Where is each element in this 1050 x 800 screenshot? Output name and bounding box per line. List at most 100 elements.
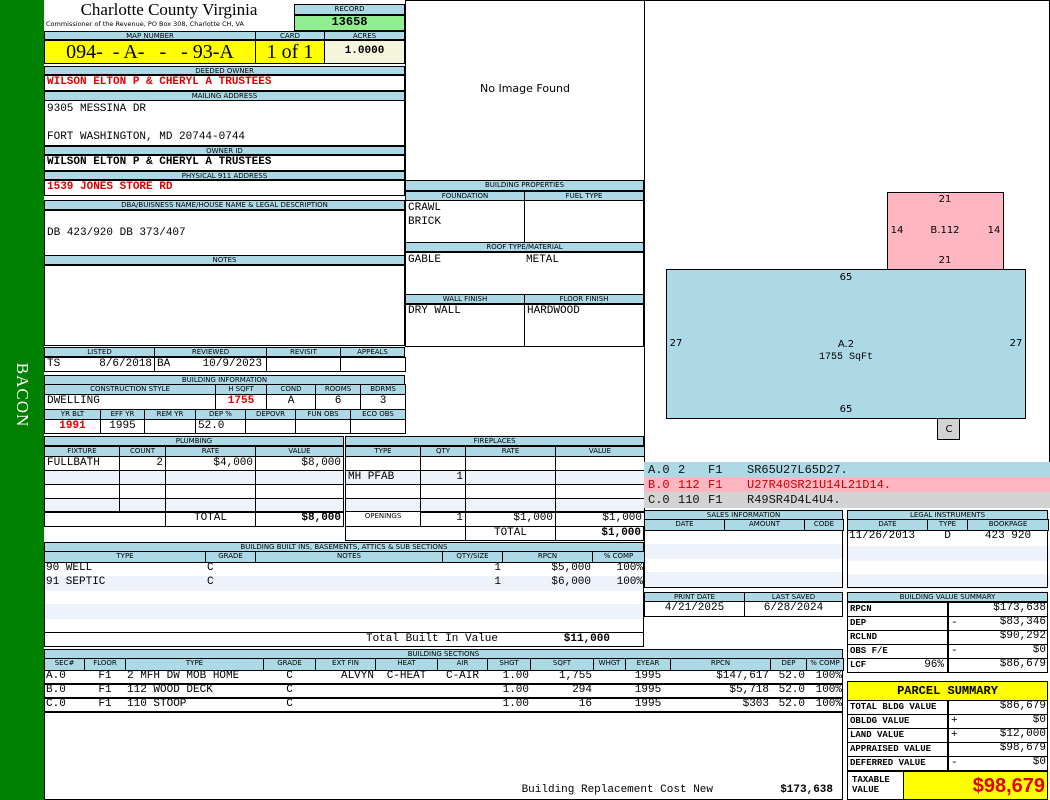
last-saved: 6/28/2024 [744, 601, 843, 617]
sales-body [644, 530, 843, 588]
foundation-2: BRICK [408, 216, 442, 228]
section-row-cell: C [286, 670, 293, 682]
section-row-cell: 1.00 [502, 684, 529, 696]
parcel-value: $12,000 [999, 728, 1046, 740]
value-summary-value: $173,638 [993, 602, 1046, 614]
sketch-line-field: 110 [678, 493, 700, 507]
section-row-line [44, 697, 843, 699]
sketch-line [644, 492, 1050, 508]
section-row-cell: F1 [98, 698, 112, 710]
legal-row-cell: 11/26/2013 [849, 530, 916, 542]
section-row-cell: C [286, 698, 293, 710]
sales-row-cell [644, 544, 725, 559]
sales-row-cell [724, 572, 805, 587]
fireplace-total-blank [345, 526, 466, 541]
b-top-dim: 21 [938, 194, 952, 205]
sketch-line [644, 477, 1050, 493]
sales-row-cell [724, 544, 805, 559]
section-row-cell: ALVYN [340, 670, 374, 682]
listed-label: LISTED [44, 347, 155, 357]
legal-row-cell [967, 546, 1049, 561]
taxable-value: $98,679 [903, 771, 1048, 800]
built-in-row-cell: 90 WELL [46, 562, 93, 574]
section-row-cell: 1995 [634, 684, 662, 696]
built-in-row-cell: C [207, 562, 214, 574]
mailing-line-2: FORT WASHINGTON, MD 20744-0744 [47, 131, 246, 143]
sketch-line-field: B.0 [648, 478, 670, 492]
plumbing-row-cell [44, 484, 120, 499]
built-in-row-cell: 1 [442, 576, 503, 591]
legal-row-cell [927, 546, 968, 561]
section-row-cell: 52.0 [778, 698, 805, 710]
plumbing-row-cell [255, 470, 344, 485]
fireplace-row-cell [420, 456, 466, 471]
fireplace-row-cell [555, 470, 645, 485]
listing-cell [340, 357, 406, 372]
built-ins-body [44, 562, 644, 633]
value-summary-value: $86,679 [999, 658, 1046, 670]
value-summary-label-cell: RPCN [847, 602, 948, 617]
sketch-section-b [887, 192, 1004, 270]
dba-label: DBA/BUISNESS NAME/HOUSE NAME & LEGAL DES… [44, 200, 405, 210]
plumbing-row-cell [255, 498, 344, 513]
building-info2-cell [350, 419, 406, 434]
section-row-cell: C-AIR [445, 670, 479, 682]
section-row-line [44, 711, 843, 713]
map-number: 094- - A- - - 93-A [44, 40, 256, 64]
built-in-row-cell: 1 [494, 562, 501, 574]
parcel-sign: - [948, 756, 1048, 771]
county-title: Charlotte County Virginia [80, 0, 258, 19]
parcel-label: APPRAISED VALUE [847, 742, 948, 757]
value-summary-value: $0 [1032, 644, 1046, 656]
wall-box: DRY WALL [405, 304, 525, 347]
notes-box [44, 265, 405, 346]
building-info-cell: A [266, 394, 316, 410]
plumbing-label: PLUMBING [44, 436, 344, 446]
sales-row-cell [644, 572, 725, 587]
fireplace-row-cell [420, 484, 466, 499]
record-number: 13658 [294, 15, 405, 31]
sketch-line [644, 462, 1050, 478]
parcel-value: $98,679 [999, 742, 1046, 754]
section-row-cell: 52.0 [778, 670, 805, 682]
building-info2-cell: 52.0 [195, 419, 246, 434]
sketch-line-field: A.0 [648, 463, 670, 477]
building-info2-cell: 1995 [100, 419, 145, 434]
fireplace-row-cell [345, 456, 421, 471]
section-row-cell: 100% [815, 684, 842, 696]
sales-row-cell [804, 544, 844, 559]
built-in-row-cell [255, 604, 443, 619]
print-date: 4/21/2025 [644, 601, 745, 617]
built-in-row-cell: C [205, 576, 256, 591]
a-left-dim: 27 [669, 338, 683, 349]
mailing-line-1: 9305 MESSINA DR [47, 103, 147, 115]
section-row-cell: $147,617 [716, 670, 769, 682]
sketch-line-field: R49SR4D4L4U4. [747, 493, 841, 507]
listed-date: 8/6/2018 [99, 358, 152, 370]
section-row-cell: 1995 [634, 670, 662, 682]
value-summary-value: $90,292 [999, 630, 1046, 642]
a-bottom-dim: 65 [839, 404, 853, 415]
section-row-cell: $5,718 [729, 684, 769, 696]
value-summary-label-cell: OBS F/E [847, 644, 948, 659]
sketch-line-field: F1 [708, 493, 723, 507]
district-name: BACON [13, 362, 32, 428]
office-address: Commissioner of the Revenue, PO Box 308,… [46, 20, 244, 28]
parcel-label: LAND VALUE [847, 728, 948, 743]
plumbing-total-blank [44, 511, 166, 527]
value-summary-label: BUILDING VALUE SUMMARY [847, 592, 1048, 602]
sales-row-cell [804, 572, 844, 587]
fireplace-row-cell [345, 484, 421, 499]
value-summary-label-cell: DEP [847, 616, 948, 631]
acres-value: 1.0000 [324, 40, 405, 64]
sketch-section-c [937, 418, 960, 440]
taxable-label: TAXABLE VALUE [847, 771, 904, 800]
plumbing-row-cell: $8,000 [255, 456, 344, 471]
district-sidebar: BACON [0, 0, 44, 800]
building-info2-cell [295, 419, 351, 434]
reviewed-date: 10/9/2023 [202, 358, 262, 370]
b-bottom-dim: 21 [938, 255, 952, 266]
parcel-summary-title: PARCEL SUMMARY [847, 681, 1048, 701]
section-row-cell: F1 [98, 670, 112, 682]
fireplace-row-cell [465, 470, 556, 485]
